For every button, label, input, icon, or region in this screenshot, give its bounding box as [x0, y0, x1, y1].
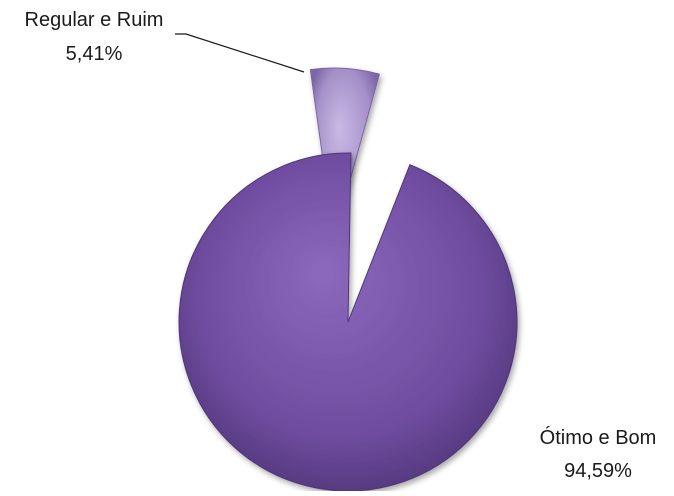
- slice-value-label-otimo-e-bom: 94,59%: [564, 460, 632, 482]
- slices-layer: [178, 67, 518, 492]
- leader-line-regular-e-ruim: [175, 33, 305, 73]
- labels-layer: Regular e Ruim 5,41% Ótimo e Bom 94,59%: [25, 9, 657, 482]
- slice-label-regular-e-ruim: Regular e Ruim: [25, 9, 164, 31]
- slice-label-otimo-e-bom: Ótimo e Bom: [540, 426, 657, 449]
- slice-value-label-regular-e-ruim: 5,41%: [66, 43, 123, 65]
- pie-slice-otimo-e-bom: [178, 152, 518, 492]
- leader-lines: [175, 33, 305, 73]
